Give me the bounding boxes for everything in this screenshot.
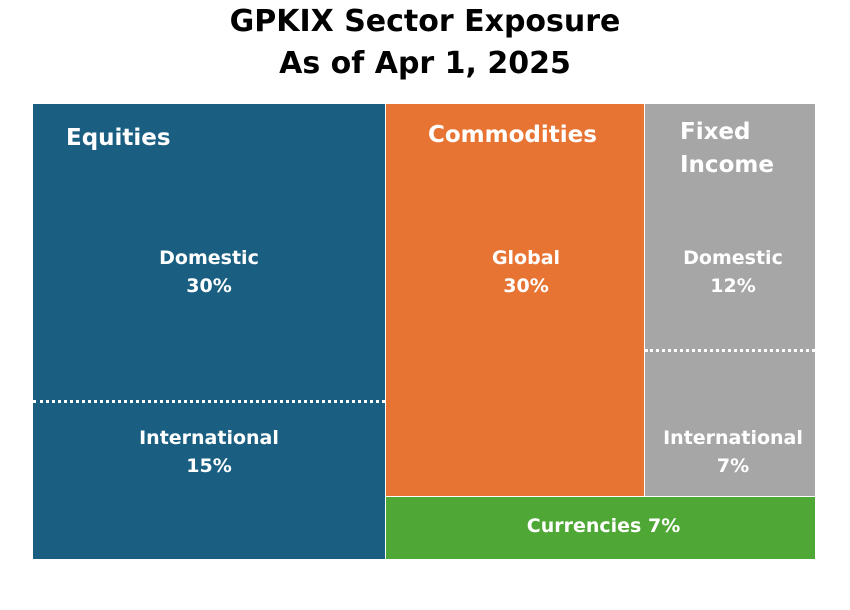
currencies-block: Currencies 7% [386,497,815,559]
currencies-label: Currencies 7% [526,515,681,537]
equities-domestic-value: 30% [186,275,232,297]
equities-sector-label: Equities [66,125,171,151]
fixed-income-international-name: International [663,427,803,449]
fixed-income-label-line2: Income [680,152,774,178]
fixed-income-block: Fixed Income Domestic 12% International … [645,104,815,496]
equities-domestic-label: Domestic 30% [33,244,385,300]
fixed-income-domestic-name: Domestic [683,247,783,269]
commodities-global-label: Global 30% [386,244,666,300]
fixed-income-international-label: International 7% [645,424,821,480]
equities-international-name: International [139,427,279,449]
equities-block: Equities Domestic 30% International 15% [33,104,385,559]
fixed-income-label-line1: Fixed [680,119,751,145]
fixed-income-domestic-label: Domestic 12% [645,244,821,300]
fixed-income-domestic-value: 12% [710,275,756,297]
fixed-income-sector-label: Fixed Income [680,116,774,182]
equities-international-label: International 15% [33,424,385,480]
commodities-global-value: 30% [503,275,549,297]
fixed-income-divider [645,349,815,352]
treemap: Equities Domestic 30% International 15% … [33,104,815,559]
chart-subtitle: As of Apr 1, 2025 [279,46,571,81]
commodities-global-name: Global [491,247,561,269]
fixed-income-international-value: 7% [716,455,750,477]
equities-domestic-name: Domestic [159,247,259,269]
equities-divider [33,400,385,403]
equities-international-value: 15% [186,455,232,477]
chart-title: GPKIX Sector Exposure [229,4,621,39]
commodities-sector-label: Commodities [428,122,597,148]
commodities-block: Commodities Global 30% [386,104,644,496]
